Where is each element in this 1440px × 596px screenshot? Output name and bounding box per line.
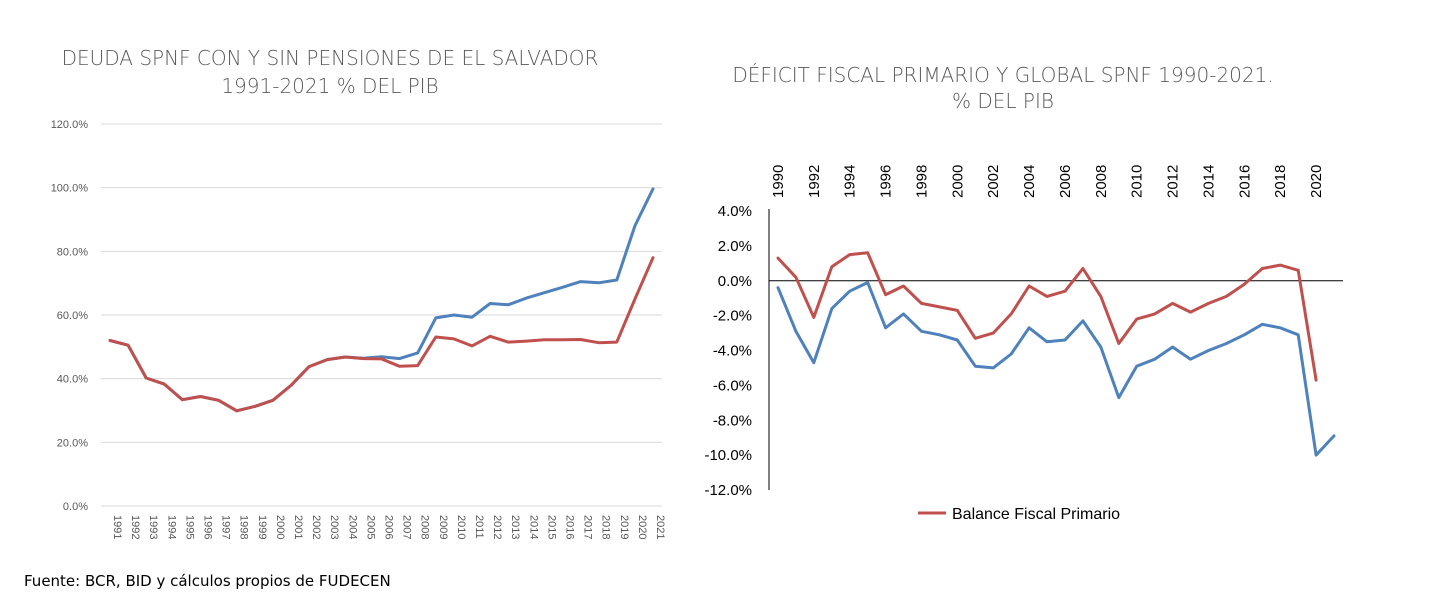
source-note: Fuente: BCR, BID y cálculos propios de F… bbox=[24, 572, 391, 590]
x-tick-label: 2012 bbox=[1165, 165, 1182, 198]
x-tick-label: 2014 bbox=[1200, 165, 1217, 198]
series-line-blue bbox=[108, 187, 655, 413]
x-tick-label: 2006 bbox=[1057, 165, 1074, 198]
x-tick-label: 2002 bbox=[985, 165, 1002, 198]
x-tick-label: 2010 bbox=[1129, 165, 1146, 198]
debt-chart-x-axis: 1991 1992 1993 1994 1995 1996 1997 1998 1999 2000… bbox=[111, 515, 666, 539]
y-tick-label: 100.0% bbox=[51, 183, 89, 195]
deficit-chart-legend: Balance Fiscal Primario bbox=[918, 506, 1120, 523]
x-tick-label: 2016 bbox=[1236, 165, 1253, 198]
x-tick-label: 1998 bbox=[238, 515, 250, 539]
x-tick-label: 2019 bbox=[618, 515, 630, 539]
x-tick-label: 2018 bbox=[600, 515, 612, 539]
x-tick-label: 2020 bbox=[636, 515, 648, 539]
x-tick-label: 1992 bbox=[806, 165, 823, 198]
x-tick-label: 2001 bbox=[292, 515, 304, 539]
x-tick-label: 2010 bbox=[455, 515, 467, 539]
deficit-chart-series bbox=[776, 251, 1336, 457]
debt-chart-gridlines bbox=[101, 123, 662, 507]
x-tick-label: 1994 bbox=[842, 165, 859, 198]
x-tick-label: 1997 bbox=[220, 515, 232, 539]
debt-chart-series bbox=[108, 187, 655, 413]
legend-label-balance-fiscal-primario: Balance Fiscal Primario bbox=[952, 506, 1120, 523]
x-tick-label: 1996 bbox=[202, 515, 214, 539]
x-tick-label: 2000 bbox=[274, 515, 286, 539]
y-tick-label: 40.0% bbox=[57, 374, 88, 386]
x-tick-label: 2008 bbox=[419, 515, 431, 539]
x-tick-label: 2016 bbox=[563, 515, 575, 539]
deficit-chart-y-axis: 4.0% 2.0% 0.0% -2.0% -4.0% -6.0% -8.0% -10.0% -1… bbox=[704, 203, 752, 499]
y-tick-label: 60.0% bbox=[57, 310, 88, 322]
deficit-chart-axes bbox=[768, 209, 1343, 490]
x-tick-label: 1992 bbox=[129, 515, 141, 539]
x-tick-label: 2004 bbox=[1021, 165, 1038, 198]
y-tick-label: 20.0% bbox=[57, 437, 88, 449]
x-tick-label: 2015 bbox=[545, 515, 557, 539]
x-tick-label: 1990 bbox=[770, 165, 787, 198]
x-tick-label: 2014 bbox=[527, 515, 539, 539]
debt-chart-title-line-1: DEUDA SPNF CON Y SIN PENSIONES DE EL SAL… bbox=[62, 46, 599, 70]
debt-chart-y-axis: 0.0% 20.0% 40.0% 60.0% 80.0% 100.0% 120.0% bbox=[51, 119, 89, 513]
y-tick-label: 80.0% bbox=[57, 246, 88, 258]
x-tick-label: 2000 bbox=[949, 165, 966, 198]
x-tick-label: 1996 bbox=[878, 165, 895, 198]
debt-chart: DEUDA SPNF CON Y SIN PENSIONES DE EL SAL… bbox=[51, 46, 666, 539]
y-tick-label: -4.0% bbox=[713, 343, 752, 360]
y-tick-label: -2.0% bbox=[713, 308, 752, 325]
y-tick-label: -8.0% bbox=[713, 412, 752, 429]
x-tick-label: 1991 bbox=[111, 515, 123, 539]
series-line-blue bbox=[776, 281, 1336, 457]
x-tick-label: 2005 bbox=[364, 515, 376, 539]
x-tick-label: 1995 bbox=[183, 515, 195, 539]
debt-chart-title-line-2: 1991-2021 % DEL PIB bbox=[221, 74, 438, 98]
series-line-balance-fiscal-primario bbox=[776, 251, 1318, 382]
y-tick-label: 0.0% bbox=[718, 273, 752, 290]
x-tick-label: 2007 bbox=[401, 515, 413, 539]
x-tick-label: 2021 bbox=[654, 515, 666, 539]
y-tick-label: -6.0% bbox=[713, 377, 752, 394]
x-tick-label: 2004 bbox=[346, 515, 358, 539]
x-tick-label: 2006 bbox=[383, 515, 395, 539]
y-tick-label: 2.0% bbox=[718, 238, 752, 255]
x-tick-label: 2017 bbox=[582, 515, 594, 539]
x-tick-label: 1993 bbox=[147, 515, 159, 539]
x-tick-label: 2008 bbox=[1093, 165, 1110, 198]
x-tick-label: 2020 bbox=[1308, 165, 1325, 198]
x-tick-label: 2011 bbox=[473, 515, 485, 539]
x-tick-label: 2018 bbox=[1272, 165, 1289, 198]
x-tick-label: 2003 bbox=[328, 515, 340, 539]
x-tick-label: 1998 bbox=[913, 165, 930, 198]
y-tick-label: 4.0% bbox=[718, 203, 752, 220]
deficit-chart-title-line-2: % DEL PIB bbox=[952, 89, 1054, 113]
x-tick-label: 1994 bbox=[165, 515, 177, 539]
x-tick-label: 2002 bbox=[310, 515, 322, 539]
y-tick-label: 120.0% bbox=[51, 119, 89, 131]
series-line-red bbox=[108, 256, 655, 413]
x-tick-label: 2013 bbox=[509, 515, 521, 539]
y-tick-label: -10.0% bbox=[704, 447, 752, 464]
deficit-chart-x-axis: 1990 1992 1994 1996 1998 2000 2002 2004 2006 2008… bbox=[770, 165, 1325, 198]
y-tick-label: 0.0% bbox=[63, 501, 88, 513]
deficit-chart: DÉFICIT FISCAL PRIMARIO Y GLOBAL SPNF 19… bbox=[704, 63, 1343, 523]
x-tick-label: 2012 bbox=[491, 515, 503, 539]
deficit-chart-title-line-1: DÉFICIT FISCAL PRIMARIO Y GLOBAL SPNF 19… bbox=[732, 63, 1273, 87]
y-tick-label: -12.0% bbox=[704, 482, 752, 499]
x-tick-label: 2009 bbox=[437, 515, 449, 539]
x-tick-label: 1999 bbox=[256, 515, 268, 539]
